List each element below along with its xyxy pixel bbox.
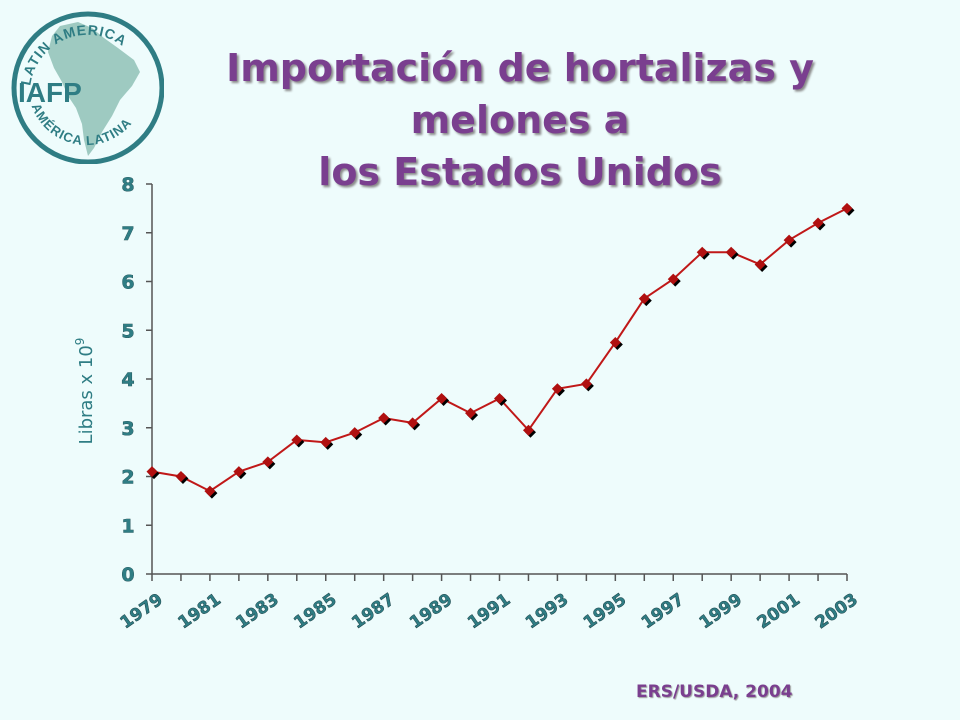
data-point bbox=[551, 383, 563, 395]
y-tick-label: 6 bbox=[121, 272, 134, 294]
x-tick-label: 1991 bbox=[464, 590, 514, 634]
y-tick-label: 3 bbox=[121, 418, 134, 440]
data-point bbox=[638, 293, 650, 305]
slide-title: Importación de hortalizas y melones a lo… bbox=[150, 42, 890, 198]
data-point bbox=[667, 273, 679, 285]
y-tick-label: 2 bbox=[121, 467, 134, 489]
y-tick-label: 1 bbox=[121, 515, 134, 537]
y-tick-label: 8 bbox=[121, 174, 134, 196]
y-tick-label: 4 bbox=[121, 369, 134, 391]
continent-shape bbox=[48, 22, 140, 156]
x-tick-label: 2001 bbox=[754, 590, 804, 634]
title-line-2: los Estados Unidos bbox=[318, 150, 722, 194]
x-tick-label: 1997 bbox=[638, 590, 688, 634]
data-point bbox=[494, 393, 505, 404]
x-tick-label: 1979 bbox=[117, 590, 167, 634]
x-tick-label: 1985 bbox=[290, 590, 340, 634]
data-point bbox=[291, 434, 303, 446]
data-point bbox=[696, 246, 708, 258]
x-tick-label: 1981 bbox=[175, 590, 225, 634]
data-point bbox=[725, 246, 737, 258]
data-point bbox=[754, 258, 766, 270]
y-tick-label: 5 bbox=[121, 320, 134, 342]
data-point bbox=[378, 412, 390, 424]
data-point bbox=[233, 466, 245, 478]
data-point bbox=[522, 424, 534, 436]
data-point bbox=[465, 407, 477, 419]
data-point bbox=[580, 378, 592, 390]
y-axis-title-exponent: 9 bbox=[73, 338, 87, 346]
iafp-logo: LATIN AMERICA AMÉRICA LATINA IAFP bbox=[11, 11, 164, 164]
data-point bbox=[436, 393, 448, 404]
data-point bbox=[146, 466, 158, 478]
y-axis-title-text: Libras x 10 bbox=[76, 345, 97, 444]
x-tick-label: 1983 bbox=[232, 590, 282, 634]
y-axis-title: Libras x 109 bbox=[73, 338, 97, 445]
series-line bbox=[151, 207, 848, 493]
y-tick-label: 7 bbox=[121, 223, 134, 245]
data-point bbox=[609, 336, 621, 348]
data-point bbox=[320, 436, 332, 448]
data-point bbox=[262, 456, 274, 468]
data-point bbox=[407, 417, 419, 429]
data-point bbox=[841, 202, 853, 214]
title-line-1: Importación de hortalizas y melones a bbox=[226, 46, 814, 142]
x-tick-label: 1989 bbox=[406, 590, 456, 634]
x-tick-label: 1999 bbox=[696, 590, 746, 634]
source-caption: ERS/USDA, 2004 bbox=[636, 682, 793, 702]
x-tick-label: 1987 bbox=[348, 590, 398, 634]
data-point bbox=[812, 217, 824, 229]
x-tick-label: 1993 bbox=[522, 590, 572, 634]
data-point bbox=[783, 234, 795, 246]
y-tick-label: 0 bbox=[121, 564, 134, 586]
logo-acronym: IAFP bbox=[18, 77, 82, 108]
data-point bbox=[349, 427, 361, 439]
data-point bbox=[175, 471, 187, 482]
x-tick-label: 2003 bbox=[812, 590, 862, 634]
x-tick-label: 1995 bbox=[580, 590, 630, 634]
data-point bbox=[204, 485, 216, 497]
